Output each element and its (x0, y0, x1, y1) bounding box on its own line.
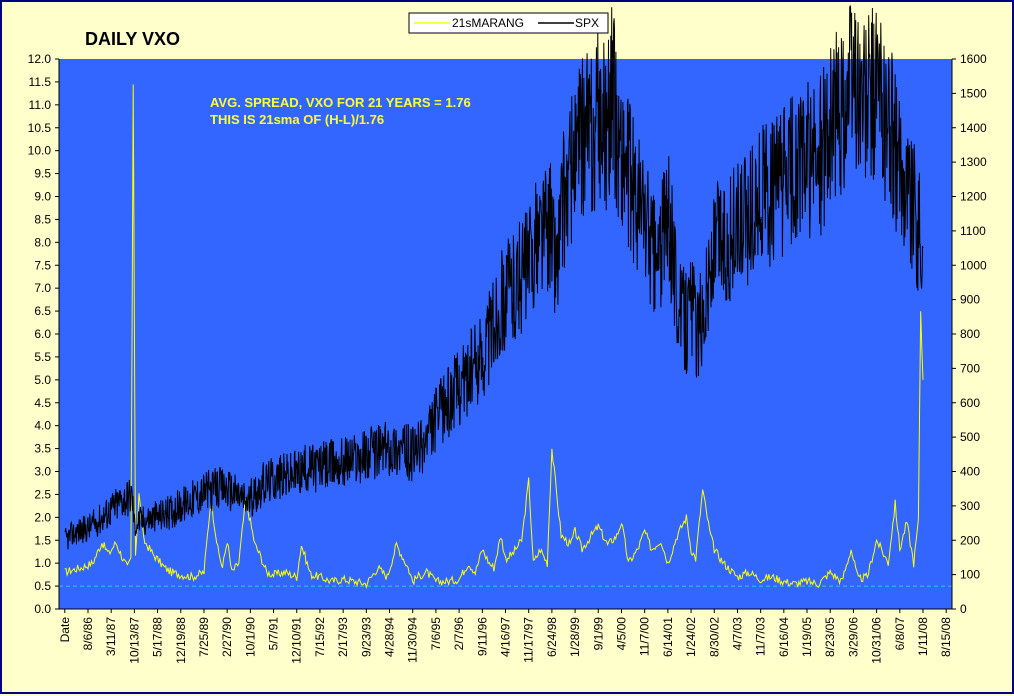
y-left-tick-label: 9.0 (34, 190, 51, 204)
y-right-tick-label: 1000 (960, 258, 987, 272)
y-left-tick-label: 6.5 (34, 304, 51, 318)
y-left-tick-label: 2.5 (34, 487, 51, 501)
y-right-tick-label: 300 (960, 499, 980, 513)
x-tick-label: 12/10/91 (290, 617, 304, 664)
x-tick-label: 6/14/01 (661, 617, 675, 657)
y-right-tick-label: 100 (960, 568, 980, 582)
y-right-tick-layer: 0 100 200 300 400 500 600 700 800 900 1000 1100 1200… (952, 52, 987, 616)
y-left-tick-label: 1.5 (34, 533, 51, 547)
y-right-tick-label: 0 (960, 602, 967, 616)
y-left-tick-label: 7.0 (34, 281, 51, 295)
x-tick-label: 8/15/08 (939, 617, 953, 657)
x-tick-label: 10/1/90 (243, 617, 257, 657)
x-tick-label: 11/7/00 (638, 617, 652, 656)
y-left-tick-label: 5.0 (34, 373, 51, 387)
x-tick-label: 1/28/99 (568, 617, 582, 657)
legend-label-marang: 21sMARANG (452, 16, 524, 30)
x-tick-label: 8/6/86 (81, 617, 95, 651)
y-left-tick-label: 8.0 (34, 235, 51, 249)
y-left-tick-label: 3.5 (34, 442, 51, 456)
x-tick-label: 5/7/91 (267, 617, 281, 651)
x-tick-layer: Date 8/6/86 3/11/87 10/13/87 5/17/88 12/19/88… (58, 609, 953, 664)
legend: 21sMARANG SPX (408, 12, 609, 34)
x-tick-label: 11/17/97 (522, 617, 536, 663)
y-left-tick-label: 9.5 (34, 167, 51, 181)
y-right-tick-label: 900 (960, 293, 980, 307)
y-right-tick-label: 800 (960, 327, 980, 341)
y-left-tick-label: 7.5 (34, 258, 51, 272)
y-left-tick-label: 0.0 (34, 602, 51, 616)
y-right-tick-label: 1500 (960, 86, 987, 100)
x-tick-label: Date (58, 617, 72, 643)
y-right-tick-label: 600 (960, 396, 980, 410)
x-tick-label: 10/31/06 (870, 617, 884, 664)
y-left-tick-label: 0.5 (34, 579, 51, 593)
y-left-tick-label: 11.5 (29, 75, 52, 89)
x-tick-label: 4/5/00 (614, 617, 628, 651)
x-tick-label: 4/28/94 (383, 617, 397, 657)
x-tick-label: 7/15/92 (313, 617, 327, 657)
x-tick-label: 6/8/07 (893, 617, 907, 651)
x-tick-label: 2/7/96 (452, 617, 466, 651)
y-left-tick-label: 4.5 (34, 396, 51, 410)
y-left-tick-label: 6.0 (34, 327, 51, 341)
x-tick-label: 6/24/98 (545, 617, 559, 657)
x-tick-label: 2/17/93 (336, 617, 350, 657)
series-line-21smarang (64, 84, 924, 590)
x-tick-label: 12/19/88 (174, 617, 188, 664)
x-tick-label: 11/30/94 (406, 617, 420, 663)
x-tick-label: 1/11/08 (916, 617, 930, 656)
x-tick-label: 4/7/03 (730, 617, 744, 651)
x-tick-label: 3/29/06 (846, 617, 860, 657)
y-right-tick-label: 1600 (960, 52, 987, 66)
x-tick-label: 7/6/95 (429, 617, 443, 651)
x-tick-label: 2/27/90 (220, 617, 234, 657)
x-tick-label: 6/16/04 (777, 617, 791, 657)
x-tick-label: 1/19/05 (800, 617, 814, 657)
series-line-spx (64, 4, 924, 550)
x-tick-label: 8/30/02 (707, 617, 721, 657)
x-tick-label: 4/16/97 (499, 617, 513, 657)
y-left-tick-label: 11.0 (29, 98, 52, 112)
y-right-tick-label: 200 (960, 533, 980, 547)
x-tick-label: 3/11/87 (104, 617, 118, 656)
annotation-line-2: THIS IS 21sma OF (H-L)/1.76 (210, 112, 384, 127)
x-tick-label: 7/25/89 (197, 617, 211, 657)
chart-title: DAILY VXO (85, 29, 180, 49)
x-tick-label: 5/17/88 (151, 617, 165, 657)
y-left-tick-label: 3.0 (34, 465, 51, 479)
annotation-line-1: AVG. SPREAD, VXO FOR 21 YEARS = 1.76 (210, 95, 471, 110)
y-right-tick-label: 500 (960, 430, 980, 444)
y-left-tick-label: 2.0 (34, 510, 51, 524)
y-right-tick-label: 1300 (960, 155, 987, 169)
y-left-tick-label: 10.0 (28, 144, 52, 158)
x-tick-label: 10/13/87 (127, 617, 141, 664)
x-tick-label: 1/24/02 (684, 617, 698, 657)
x-tick-label: 8/23/05 (823, 617, 837, 657)
x-tick-label: 9/23/93 (359, 617, 373, 657)
legend-box (408, 12, 609, 34)
x-tick-label: 9/1/99 (591, 617, 605, 651)
series-layer (64, 4, 924, 590)
y-right-tick-label: 1100 (960, 224, 986, 238)
y-left-tick-label: 5.5 (34, 350, 51, 364)
y-right-tick-label: 1400 (960, 121, 987, 135)
y-left-tick-layer: 0.0 0.5 1.0 1.5 2.0 2.5 3.0 3.5 4.0 4.5 5.0 5.5 6.0 6… (28, 52, 59, 616)
y-right-tick-label: 700 (960, 361, 980, 375)
y-right-tick-label: 1200 (960, 190, 987, 204)
y-left-tick-label: 4.0 (34, 419, 51, 433)
y-left-tick-label: 12.0 (28, 52, 52, 66)
x-tick-label: 9/11/96 (475, 617, 489, 656)
y-left-tick-label: 10.5 (28, 121, 52, 135)
y-right-tick-label: 400 (960, 465, 980, 479)
x-tick-label: 11/7/03 (754, 617, 768, 656)
legend-label-spx: SPX (575, 16, 599, 30)
y-left-tick-label: 8.5 (34, 212, 51, 226)
y-left-tick-label: 1.0 (34, 556, 51, 570)
